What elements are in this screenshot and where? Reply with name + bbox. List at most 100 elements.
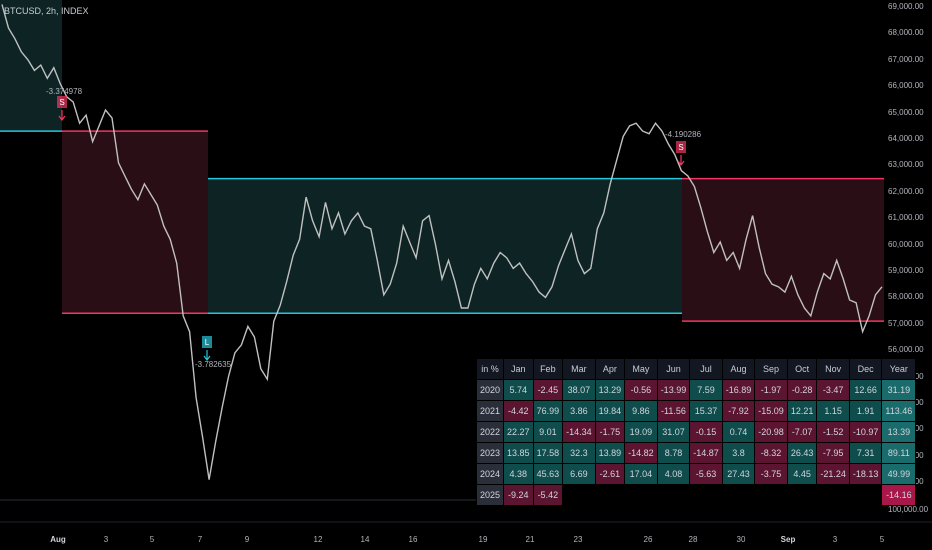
- column-header: Dec: [849, 359, 882, 379]
- year-total-cell: 113.46: [882, 401, 916, 421]
- column-header: May: [625, 359, 657, 379]
- table-row: 2021 -4.42 76.99 3.86 19.84 9.86 -11.56 15.37 -7…: [477, 401, 916, 421]
- column-header: Mar: [563, 359, 595, 379]
- column-header: Apr: [595, 359, 625, 379]
- month-cell: -4.42: [504, 401, 533, 421]
- symbol-title: BTCUSD, 2h, INDEX: [4, 6, 89, 16]
- column-header: in %: [477, 359, 504, 379]
- time-tick: 30: [736, 535, 746, 544]
- month-cell: 9.01: [533, 422, 563, 442]
- column-header: Aug: [722, 359, 755, 379]
- year-cell: 2020: [477, 380, 504, 400]
- month-cell: 38.07: [563, 380, 595, 400]
- price-tick: 63,000.00: [888, 160, 924, 170]
- signal-marker-2-box: [202, 336, 212, 348]
- signal-label-2: -3.782635: [195, 360, 232, 369]
- signal-label-1: -3.374978: [46, 87, 83, 96]
- volume-tick: 100,000.00: [888, 505, 929, 514]
- table-row: 2024 4.38 45.63 6.69 -2.61 17.04 4.08 -5.63 27.4…: [477, 464, 916, 484]
- month-cell: 1.15: [817, 401, 849, 421]
- month-cell: 4.38: [504, 464, 533, 484]
- month-cell: -14.87: [690, 443, 722, 463]
- time-tick: Sep: [780, 535, 796, 544]
- time-tick: 28: [688, 535, 698, 544]
- month-cell: -15.09: [755, 401, 787, 421]
- signal-marker-3-box: [676, 141, 686, 153]
- price-tick: 64,000.00: [888, 134, 924, 143]
- month-cell: 3.8: [722, 443, 755, 463]
- zone-long-3: [208, 178, 682, 314]
- month-cell: -7.92: [722, 401, 755, 421]
- month-cell: [563, 485, 595, 505]
- month-cell: 5.74: [504, 380, 533, 400]
- month-cell: -3.47: [817, 380, 849, 400]
- signal-marker-3-arrow: [677, 155, 685, 166]
- month-cell: 76.99: [533, 401, 563, 421]
- month-cell: 31.07: [657, 422, 690, 442]
- month-cell: -0.15: [690, 422, 722, 442]
- price-tick: 65,000.00: [888, 107, 924, 117]
- month-cell: -5.63: [690, 464, 722, 484]
- month-cell: -3.75: [755, 464, 787, 484]
- price-tick: 69,000.00: [888, 2, 924, 11]
- table-header-row: in % Jan Feb Mar Apr May Jun Jul Aug Sep Oct Nov Dec…: [477, 359, 916, 379]
- table-row: 2023 13.85 17.58 32.3 13.89 -14.82 8.78 -14.87 3…: [477, 443, 916, 463]
- time-tick: 5: [879, 535, 885, 544]
- month-cell: -16.89: [722, 380, 755, 400]
- month-cell: 26.43: [787, 443, 817, 463]
- month-cell: 13.89: [595, 443, 625, 463]
- time-tick: 5: [149, 535, 155, 544]
- column-header: Jul: [690, 359, 722, 379]
- year-cell: 2024: [477, 464, 504, 484]
- month-cell: -13.99: [657, 380, 690, 400]
- column-header: Sep: [755, 359, 787, 379]
- signal-marker-1-box: [57, 96, 67, 108]
- price-tick: 57,000.00: [888, 318, 924, 328]
- year-cell: 2021: [477, 401, 504, 421]
- month-cell: -18.13: [849, 464, 882, 484]
- table-row: 2022 22.27 9.01 -14.34 -1.75 19.09 31.07 -0.15 0…: [477, 422, 916, 442]
- month-cell: 7.31: [849, 443, 882, 463]
- month-cell: -2.45: [533, 380, 563, 400]
- month-cell: 4.45: [787, 464, 817, 484]
- price-tick: 60,000.00: [888, 239, 924, 249]
- time-tick: 14: [360, 535, 370, 544]
- month-cell: 15.37: [690, 401, 722, 421]
- month-cell: -1.97: [755, 380, 787, 400]
- price-tick: 56,000.00: [888, 345, 924, 355]
- table-row: 2025 -9.24 -5.42 -14.16: [477, 485, 916, 505]
- month-cell: -14.82: [625, 443, 657, 463]
- month-cell: -14.34: [563, 422, 595, 442]
- month-cell: 17.58: [533, 443, 563, 463]
- month-cell: 27.43: [722, 464, 755, 484]
- column-header: Oct: [787, 359, 817, 379]
- time-tick: 26: [643, 535, 653, 544]
- monthly-returns-table: in % Jan Feb Mar Apr May Jun Jul Aug Sep Oct Nov Dec…: [476, 358, 917, 506]
- month-cell: -21.24: [817, 464, 849, 484]
- month-cell: 12.21: [787, 401, 817, 421]
- month-cell: [788, 485, 817, 505]
- signal-marker-2-text: L: [205, 338, 210, 347]
- signal-marker-3-text: S: [678, 143, 683, 152]
- month-cell: -0.28: [787, 380, 817, 400]
- signal-marker-1-arrow: [58, 110, 66, 121]
- month-cell: 45.63: [533, 464, 563, 484]
- time-tick: 3: [103, 535, 109, 544]
- price-tick: 66,000.00: [888, 81, 924, 91]
- month-cell: -8.32: [755, 443, 787, 463]
- price-series-line: [1, 4, 883, 480]
- month-cell: [690, 485, 722, 505]
- month-cell: 6.69: [563, 464, 595, 484]
- month-cell: -11.56: [657, 401, 690, 421]
- signal-marker-2-arrow: [203, 350, 211, 361]
- time-tick: 7: [197, 535, 203, 544]
- price-tick: 61,000.00: [888, 213, 924, 223]
- month-cell: 19.09: [625, 422, 657, 442]
- month-cell: 32.3: [563, 443, 595, 463]
- month-cell: -20.98: [755, 422, 787, 442]
- year-cell: 2023: [477, 443, 504, 463]
- month-cell: [658, 485, 690, 505]
- month-cell: -10.97: [849, 422, 882, 442]
- zone-short-2: [62, 131, 208, 314]
